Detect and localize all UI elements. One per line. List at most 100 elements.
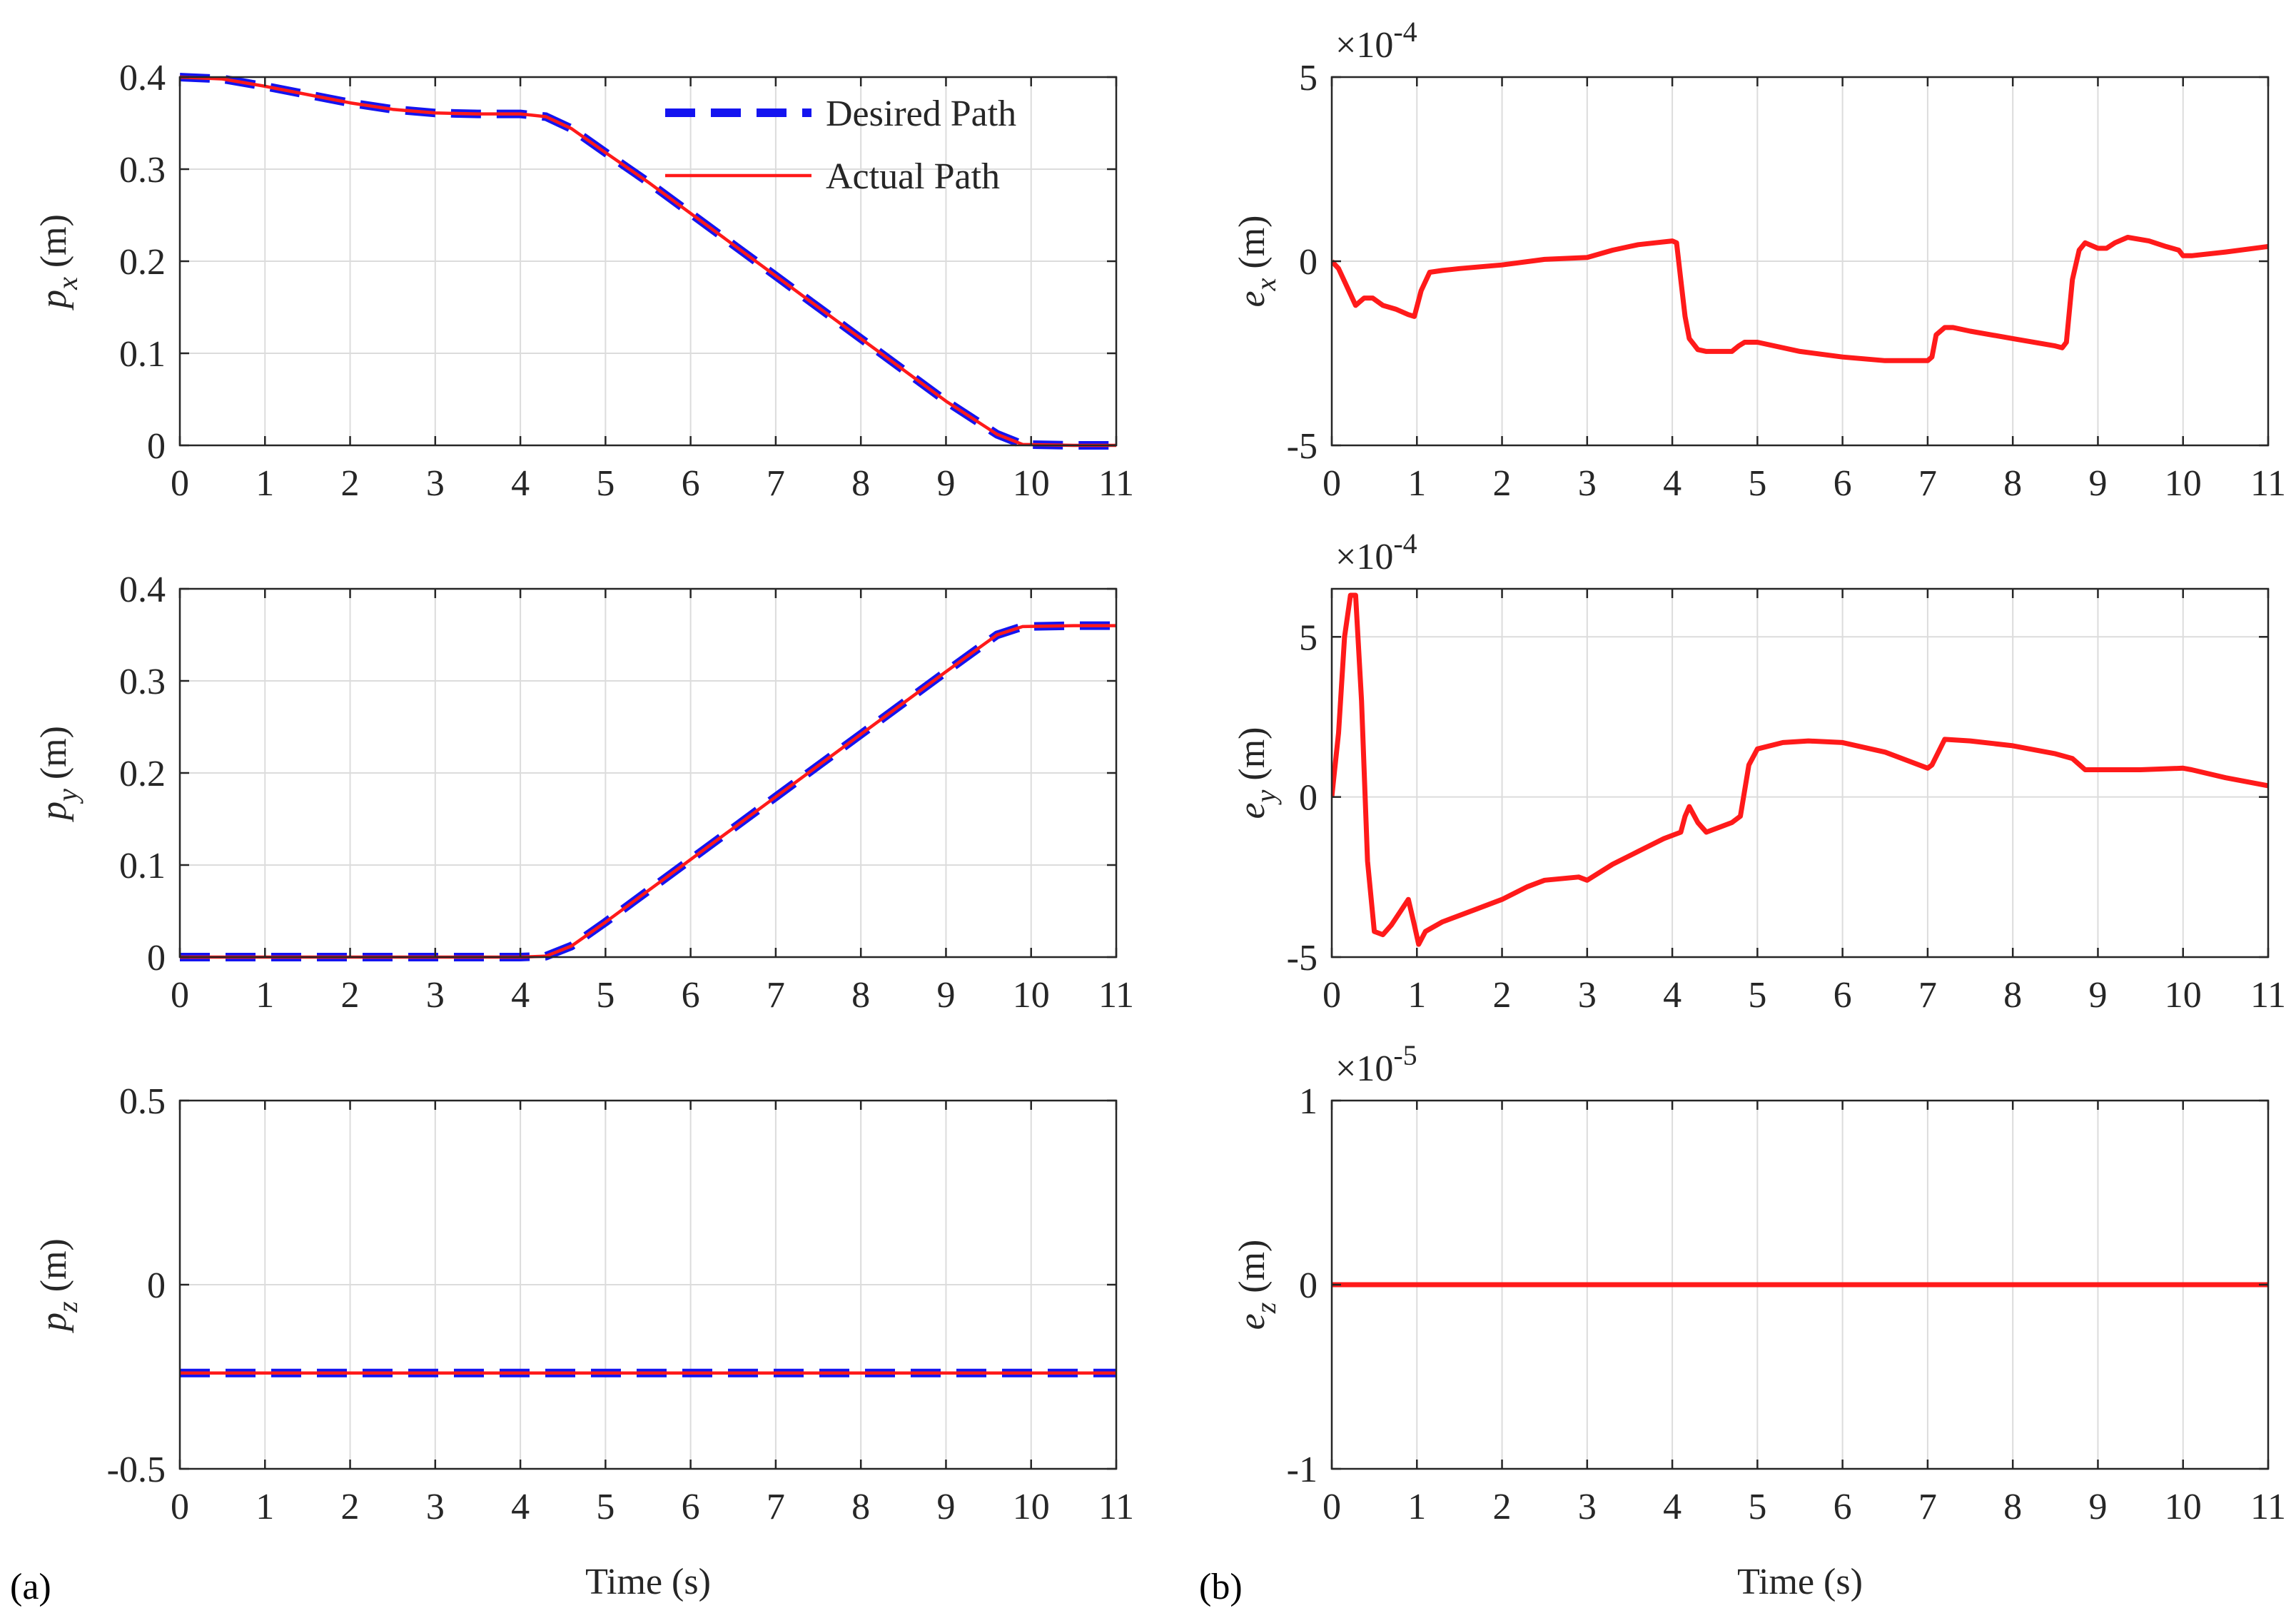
y-axis-label-sub: y [51, 789, 84, 804]
series-line-actual [1332, 235, 2268, 363]
y-axis-label-unit: (m) [34, 214, 74, 277]
y-tick-label: 0.3 [119, 662, 166, 702]
y-tick-label: 5 [1299, 617, 1318, 658]
x-tick-label: 3 [426, 975, 445, 1016]
y-axis-label-unit: (m) [34, 726, 74, 789]
y-axis-label-var: p [34, 1313, 74, 1334]
y-axis-label-var: e [1232, 802, 1273, 819]
y-tick-label: 0 [147, 426, 166, 467]
y-axis-label-unit: (m) [1232, 216, 1273, 278]
y-axis-label: ex (m) [1232, 216, 1282, 308]
x-tick-label: 9 [936, 975, 955, 1016]
chart-pz: 0 1 2 3 4 5 6 7 8 9 10 11-0.500.5pz (m)Time (s) [34, 1081, 1134, 1602]
x-tick-label: 8 [851, 463, 870, 504]
x-tick-label: 4 [1663, 463, 1681, 504]
x-tick-label: 2 [341, 975, 360, 1016]
x-tick-label: 10 [1013, 1487, 1050, 1527]
y-axis-label-sub: z [51, 1301, 84, 1313]
x-tick-label: 5 [596, 1487, 615, 1527]
chart-py: 0 1 2 3 4 5 6 7 8 9 10 11 0 0.1 0.2 0.3 0.4 py (m) [34, 570, 1134, 1016]
x-tick-label: 0 [1323, 975, 1341, 1016]
x-tick-label: 8 [851, 975, 870, 1016]
legend: Desired Path Actual Path [665, 93, 1016, 197]
x-tick-label: 11 [2250, 1487, 2286, 1527]
panel-b-label: (b) [1199, 1567, 1243, 1607]
y-tick-label: 0.2 [119, 754, 166, 794]
x-tick-label: 6 [1834, 975, 1852, 1016]
y-tick-label: 0 [1299, 1265, 1318, 1306]
x-tick-label: 1 [256, 975, 274, 1016]
x-tick-label: 0 [171, 975, 189, 1016]
x-tick-label: 6 [682, 975, 700, 1016]
x-tick-label: 1 [256, 1487, 274, 1527]
y-axis-label-sub: x [1250, 278, 1282, 291]
axis-exponent-base: ×10 [1335, 25, 1393, 66]
x-tick-label: 1 [1407, 1487, 1426, 1527]
y-tick-label: 0.3 [119, 150, 166, 191]
y-axis-label: pz (m) [34, 1238, 84, 1334]
x-axis-label: Time (s) [1737, 1562, 1863, 1602]
y-tick-label: -5 [1287, 938, 1318, 979]
axis-exponent-power: -5 [1393, 1039, 1417, 1071]
x-tick-label: 5 [1748, 463, 1766, 504]
x-tick-label: 4 [511, 463, 530, 504]
x-tick-label: 10 [1013, 463, 1050, 504]
x-tick-label: 2 [341, 1487, 360, 1527]
x-tick-label: 11 [1098, 1487, 1134, 1527]
axis-exponent-base: ×10 [1335, 1048, 1393, 1089]
y-tick-label: 0.1 [119, 334, 166, 375]
x-tick-label: 0 [171, 1487, 189, 1527]
x-tick-label: 8 [851, 1487, 870, 1527]
y-axis-label: px (m) [34, 214, 84, 311]
y-axis-label-sub: x [51, 277, 84, 290]
plot-area [1332, 589, 2268, 957]
x-tick-label: 2 [1493, 975, 1512, 1016]
x-tick-label: 6 [1834, 1487, 1852, 1527]
y-axis-label: ey (m) [1232, 727, 1282, 819]
axis-exponent: ×10-4 [1335, 527, 1417, 577]
x-tick-label: 1 [1407, 975, 1426, 1016]
y-tick-label: 1 [1299, 1081, 1318, 1122]
x-tick-label: 5 [1748, 1487, 1766, 1527]
x-tick-label: 11 [2250, 463, 2286, 504]
x-tick-label: 7 [767, 975, 785, 1016]
y-axis-label-var: p [34, 802, 74, 823]
axis-exponent-base: ×10 [1335, 537, 1393, 577]
y-tick-label: -0.5 [107, 1450, 166, 1490]
x-tick-label: 10 [2165, 1487, 2202, 1527]
x-tick-label: 9 [936, 1487, 955, 1527]
y-axis-label: ez (m) [1232, 1240, 1282, 1330]
x-tick-label: 8 [2003, 463, 2022, 504]
x-tick-label: 4 [1663, 1487, 1681, 1527]
x-tick-label: 3 [1578, 1487, 1597, 1527]
x-tick-label: 7 [767, 1487, 785, 1527]
y-tick-label: 5 [1299, 58, 1318, 98]
series-line-actual [180, 75, 1116, 448]
x-tick-label: 4 [511, 1487, 530, 1527]
x-tick-label: 7 [1918, 463, 1937, 504]
y-tick-label: -1 [1287, 1450, 1318, 1490]
x-tick-label: 0 [1323, 463, 1341, 504]
axis-exponent-power: -4 [1393, 527, 1417, 560]
y-tick-label: -5 [1287, 426, 1318, 467]
x-tick-label: 9 [936, 463, 955, 504]
x-tick-label: 1 [256, 463, 274, 504]
x-tick-label: 3 [1578, 463, 1597, 504]
x-tick-label: 0 [1323, 1487, 1341, 1527]
x-tick-label: 0 [171, 463, 189, 504]
x-tick-label: 1 [1407, 463, 1426, 504]
y-tick-label: 0.4 [119, 58, 166, 98]
y-axis-label-var: e [1232, 290, 1273, 307]
y-tick-label: 0 [1299, 242, 1318, 283]
y-tick-label: 0.1 [119, 846, 166, 886]
axis-exponent: ×10-5 [1335, 1039, 1417, 1089]
x-tick-label: 10 [1013, 975, 1050, 1016]
x-tick-label: 7 [1918, 975, 1937, 1016]
x-tick-label: 8 [2003, 1487, 2022, 1527]
x-tick-label: 4 [511, 975, 530, 1016]
y-tick-label: 0.2 [119, 242, 166, 283]
x-tick-label: 3 [426, 463, 445, 504]
y-tick-label: 0 [147, 938, 166, 979]
